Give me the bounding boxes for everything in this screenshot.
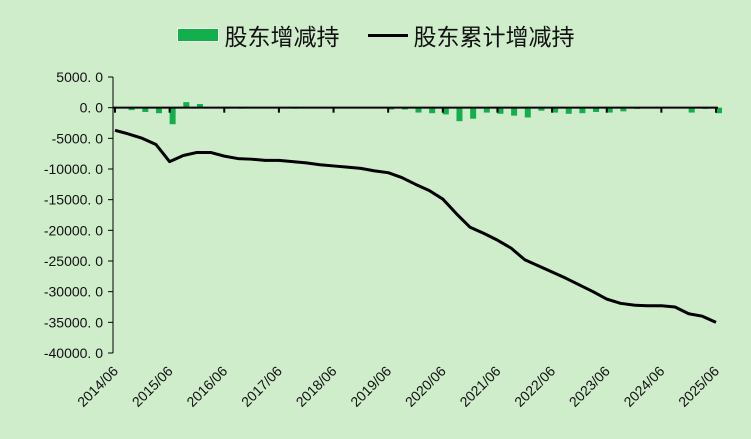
y-tick-label: -25000. 0 — [44, 253, 103, 269]
x-tick-label: 2021/06 — [456, 363, 503, 410]
bar — [593, 107, 600, 112]
x-tick-label: 2019/06 — [347, 363, 394, 410]
x-tick-label: 2023/06 — [566, 363, 613, 410]
legend-line-label: 股东累计增减持 — [413, 25, 575, 51]
chart-legend: 股东增减持 股东累计增减持 — [0, 18, 751, 52]
bar — [565, 107, 572, 114]
x-tick-label: 2018/06 — [293, 363, 340, 410]
bar — [511, 107, 518, 116]
y-tick-label: -5000. 0 — [52, 130, 104, 146]
bar — [716, 107, 722, 114]
zero-axis — [113, 106, 718, 113]
legend-item-line: 股东累计增减持 — [367, 18, 575, 52]
y-tick-label: -40000. 0 — [44, 345, 103, 361]
line-swatch-icon — [367, 33, 408, 37]
y-tick-label: -35000. 0 — [44, 314, 103, 330]
bar — [169, 107, 176, 125]
bar — [470, 107, 477, 119]
bar — [183, 102, 190, 108]
bar — [620, 107, 627, 112]
bar — [128, 107, 135, 111]
y-tick-label: -20000. 0 — [44, 222, 103, 238]
bar — [442, 107, 449, 115]
y-tick-label: -15000. 0 — [44, 192, 103, 208]
x-tick-label: 2014/06 — [74, 363, 121, 410]
bar — [456, 107, 463, 122]
bar — [552, 107, 559, 113]
x-tick-label: 2024/06 — [620, 363, 667, 410]
bar-swatch-icon — [176, 28, 219, 42]
cumulative-line — [114, 128, 717, 324]
line-series — [114, 128, 717, 324]
bar — [142, 107, 149, 112]
legend-item-bar: 股东增减持 — [176, 18, 340, 52]
bar — [688, 107, 695, 113]
bar — [196, 103, 203, 108]
x-tick-label: 2016/06 — [183, 363, 230, 410]
bar — [606, 107, 613, 113]
y-tick-label: -10000. 0 — [44, 161, 103, 177]
x-tick-label: 2020/06 — [402, 363, 449, 410]
x-tick-label: 2017/06 — [238, 363, 285, 410]
bar — [415, 107, 422, 113]
y-tick-label: -30000. 0 — [44, 284, 103, 300]
bar — [483, 107, 490, 113]
y-tick-label: 0. 0 — [80, 100, 104, 116]
bar — [497, 107, 504, 114]
y-axis: 5000. 0 0. 0 -5000. 0 -10000. 0 -15000. 0 -20… — [44, 69, 114, 361]
x-axis: 2014/06 2015/06 2016/06 2017/06 2018/06 2019/… — [74, 363, 722, 410]
bar — [538, 107, 545, 111]
x-tick-label: 2022/06 — [511, 363, 558, 410]
bar — [429, 107, 436, 114]
y-tick-label: 5000. 0 — [56, 69, 103, 85]
bar — [579, 107, 586, 114]
bar-series — [128, 102, 722, 125]
legend-bar-label: 股东增减持 — [224, 25, 340, 51]
bar — [524, 107, 531, 118]
x-tick-label: 2025/06 — [675, 363, 722, 410]
x-tick-label: 2015/06 — [129, 363, 176, 410]
bar — [155, 107, 162, 114]
